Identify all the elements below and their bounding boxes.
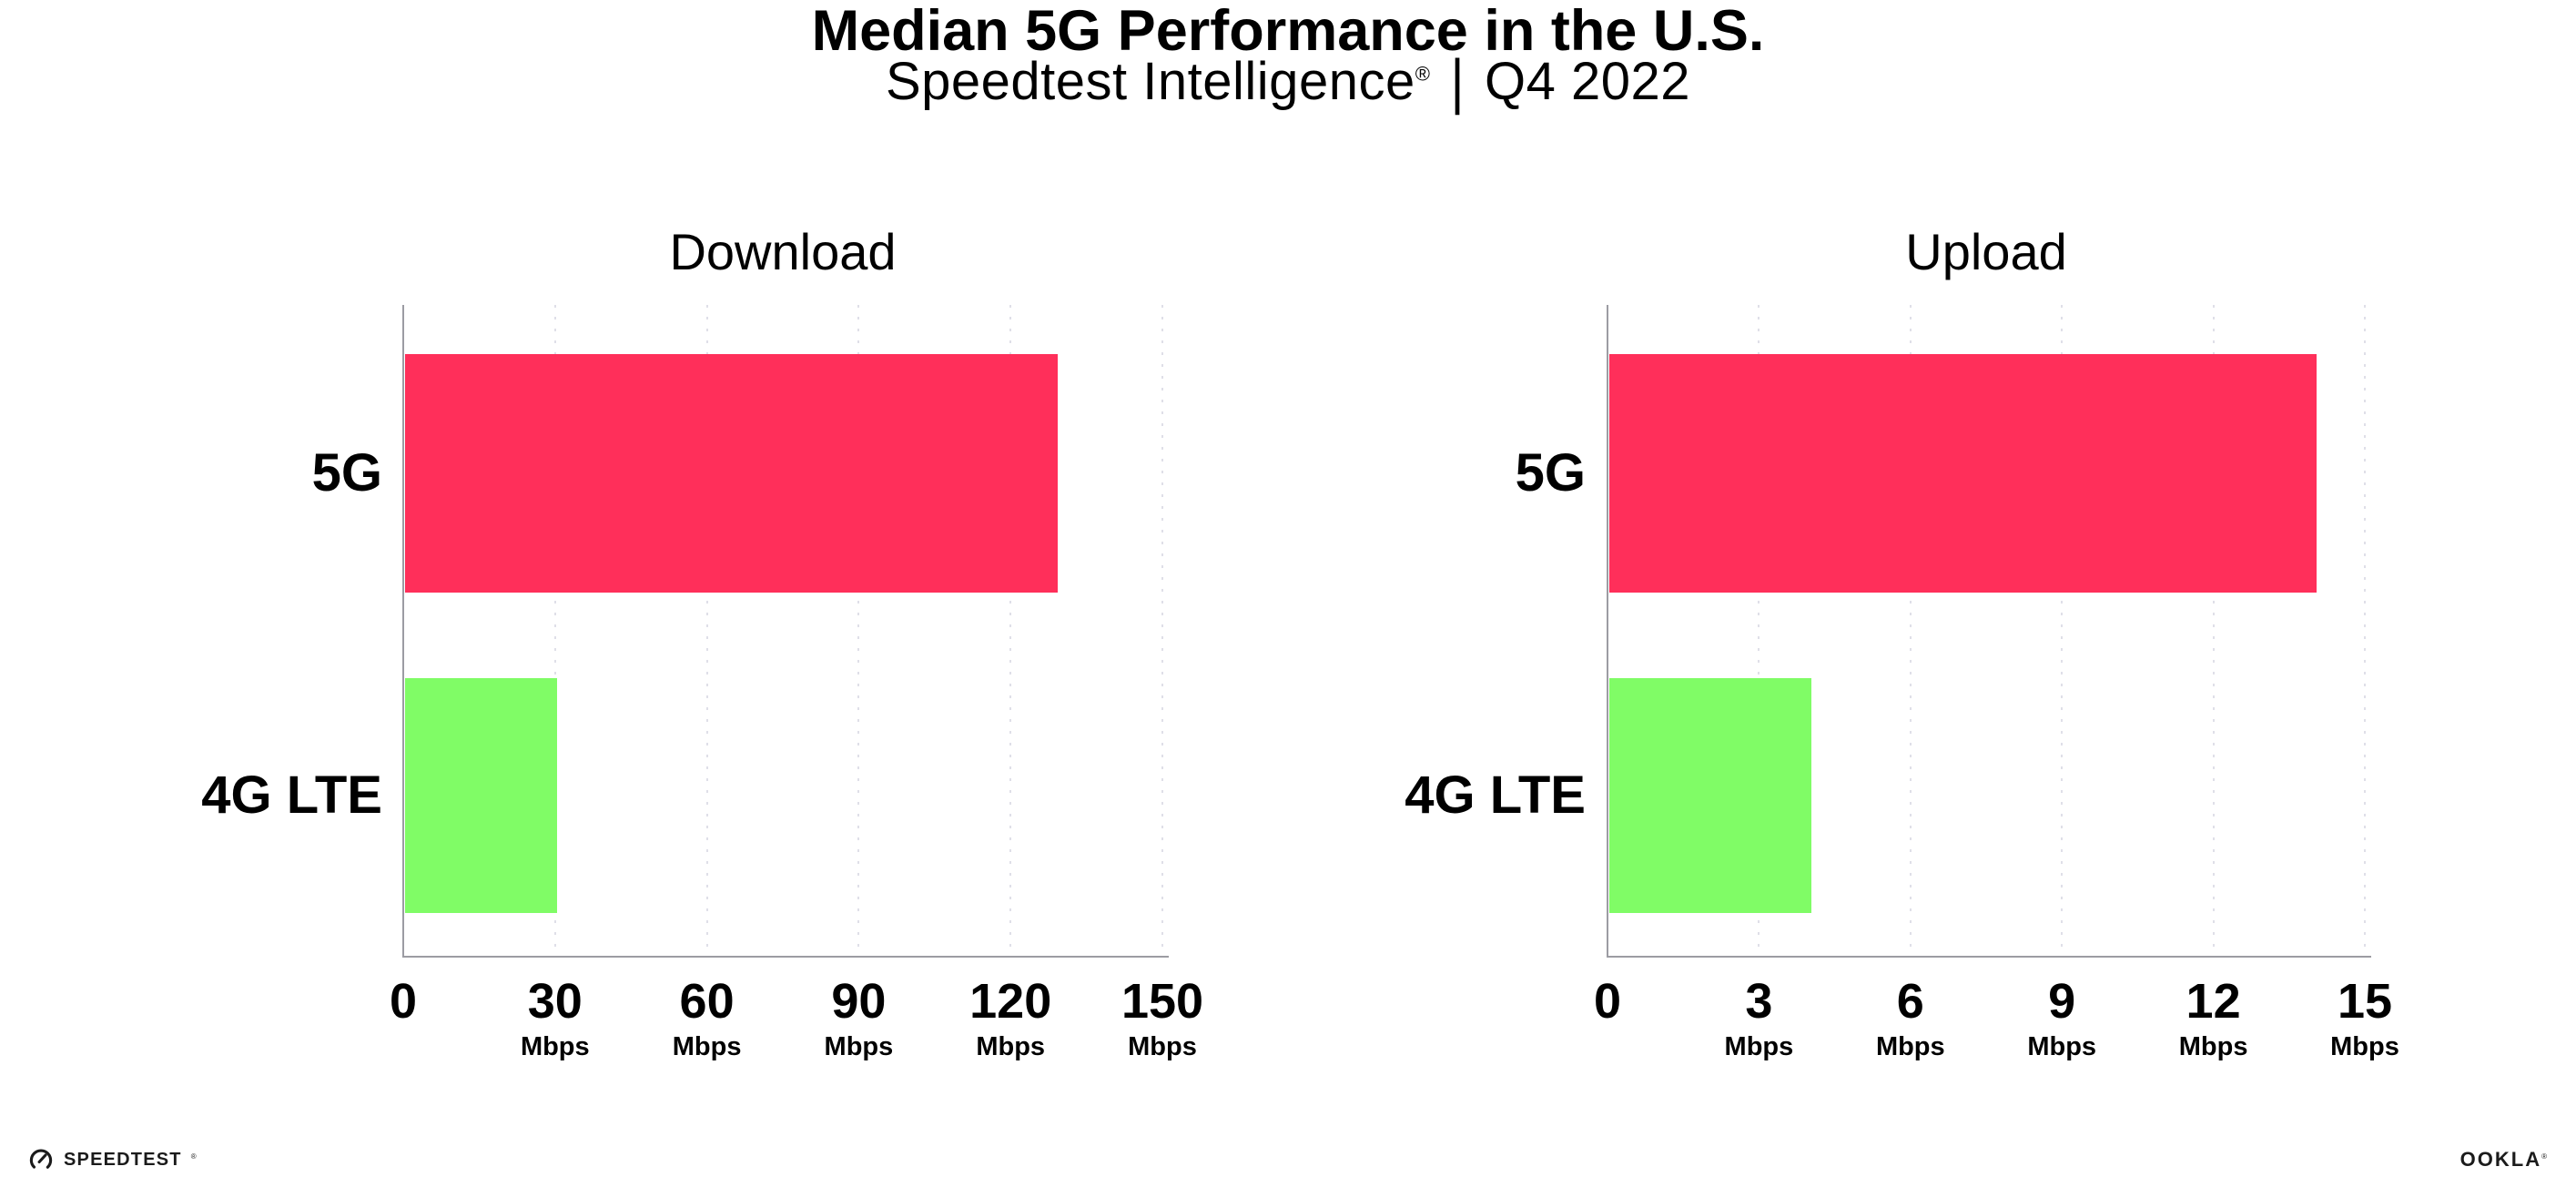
tick-label: 0 <box>1593 974 1622 1029</box>
tick: 15 Mbps <box>2330 976 2399 1061</box>
tick-unit: Mbps <box>976 1032 1046 1061</box>
tick: 60 Mbps <box>673 976 742 1061</box>
tick: 9 Mbps <box>2027 976 2096 1061</box>
tick-label: 30 <box>527 974 583 1029</box>
tick-label: 120 <box>969 974 1052 1029</box>
gridline <box>1009 305 1012 957</box>
gridline <box>2061 305 2064 957</box>
ookla-logo-text: OOKLA <box>2459 1148 2542 1171</box>
upload-x-ticks: 0 3 Mbps 6 Mbps 9 Mbps 12 Mbps 15 Mbps <box>1594 976 2399 1085</box>
bar-5g-upload <box>1609 354 2317 593</box>
gridline <box>705 305 708 957</box>
tick-unit: Mbps <box>672 1032 742 1061</box>
tick-unit: Mbps <box>2330 1032 2399 1061</box>
speedtest-logo-text: SPEEDTEST <box>64 1149 182 1170</box>
tick-label: 12 <box>2186 974 2241 1029</box>
tick: 0 <box>390 976 417 1027</box>
tick: 0 <box>1594 976 1621 1027</box>
speedtest-trademark-mark: ® <box>190 1151 197 1161</box>
ookla-registered-mark: ® <box>2541 1151 2547 1161</box>
subtitle-separator: | <box>1450 47 1465 116</box>
tick-unit: Mbps <box>1875 1032 1945 1061</box>
tick-label: 6 <box>1896 974 1924 1029</box>
tick-label: 0 <box>389 974 418 1029</box>
gridline <box>857 305 860 957</box>
gridline <box>1909 305 1912 957</box>
tick-label: 150 <box>1121 974 1204 1029</box>
tick-label: 15 <box>2337 974 2393 1029</box>
tick: 30 Mbps <box>521 976 590 1061</box>
tick-unit: Mbps <box>2027 1032 2097 1061</box>
registered-mark: ® <box>1415 62 1431 86</box>
bar-4g-upload <box>1609 678 1811 913</box>
tick-unit: Mbps <box>824 1032 894 1061</box>
x-axis <box>1607 956 2371 958</box>
tick-label: 60 <box>679 974 735 1029</box>
page-subtitle: Speedtest Intelligence® | Q4 2022 <box>0 48 2576 116</box>
tick-unit: Mbps <box>1724 1032 1794 1061</box>
gridline <box>2364 305 2366 957</box>
category-label-4g-download: 4G LTE <box>201 766 382 825</box>
tick: 120 Mbps <box>969 976 1051 1061</box>
tick-unit: Mbps <box>1128 1032 1197 1061</box>
tick-label: 9 <box>2048 974 2076 1029</box>
brand-name: Speedtest Intelligence <box>885 52 1415 111</box>
category-label-5g-upload: 5G <box>1515 443 1586 502</box>
bar-4g-download <box>405 678 557 913</box>
download-chart-title: Download <box>669 223 897 280</box>
ookla-logo: OOKLA ® <box>2460 1143 2547 1176</box>
report-period: Q4 2022 <box>1485 52 1691 111</box>
gridline <box>1758 305 1760 957</box>
y-axis <box>1607 305 1608 957</box>
tick: 90 Mbps <box>825 976 894 1061</box>
tick: 150 Mbps <box>1121 976 1203 1061</box>
tick-unit: Mbps <box>520 1032 590 1061</box>
y-axis <box>402 305 404 957</box>
download-plot-area <box>402 305 1169 958</box>
tick-label: 90 <box>831 974 887 1029</box>
upload-plot-area <box>1607 305 2371 958</box>
upload-chart-title: Upload <box>1905 223 2067 280</box>
tick-label: 3 <box>1745 974 1773 1029</box>
speedtest-logo: SPEEDTEST ® <box>27 1140 197 1180</box>
tick-unit: Mbps <box>2178 1032 2248 1061</box>
bar-5g-download <box>405 354 1059 593</box>
gridline <box>2212 305 2215 957</box>
speedtest-gauge-icon <box>27 1146 55 1173</box>
tick: 3 Mbps <box>1725 976 1794 1061</box>
category-label-5g-download: 5G <box>311 443 382 502</box>
gridline <box>1161 305 1163 957</box>
page-title: Median 5G Performance in the U.S. <box>811 0 1765 63</box>
download-x-ticks: 0 30 Mbps 60 Mbps 90 Mbps 120 Mbps 150 M… <box>390 976 1203 1085</box>
tick: 6 Mbps <box>1876 976 1945 1061</box>
category-label-4g-upload: 4G LTE <box>1405 766 1586 825</box>
x-axis <box>402 956 1169 958</box>
gridline <box>553 305 556 957</box>
tick: 12 Mbps <box>2179 976 2248 1061</box>
